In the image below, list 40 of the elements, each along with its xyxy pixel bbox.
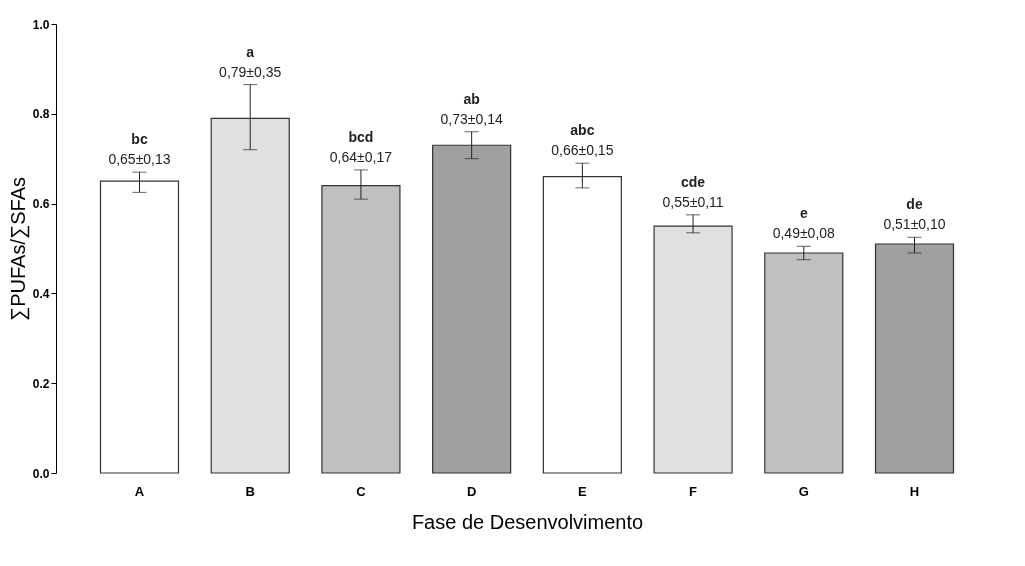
y-tick-label: 0.6 xyxy=(32,197,50,212)
data-label: 0,51±0,10 xyxy=(883,216,946,233)
annotation: bcd xyxy=(348,128,374,145)
annotation: bc xyxy=(131,131,148,148)
y-axis-title: ∑PUFAs/∑SFAs xyxy=(6,176,30,322)
x-tick-label: F xyxy=(689,483,698,499)
bar xyxy=(99,180,180,474)
annotation: e xyxy=(799,205,808,222)
y-tick-label: 0.0 xyxy=(32,466,50,481)
y-tick-label: 0.2 xyxy=(32,376,50,391)
x-tick-label: E xyxy=(578,483,588,499)
x-tick-label: C xyxy=(356,483,367,499)
bar xyxy=(653,225,733,474)
annotation: de xyxy=(906,196,923,213)
annotation: abc xyxy=(570,122,595,139)
data-label: 0,65±0,13 xyxy=(108,151,171,168)
annotation: cde xyxy=(681,173,706,190)
data-label: 0,64±0,17 xyxy=(329,148,393,165)
data-label: 0,79±0,35 xyxy=(219,63,282,80)
bar xyxy=(542,176,622,474)
x-tick-label: A xyxy=(134,483,145,499)
y-tick-label: 0.4 xyxy=(32,286,50,301)
x-tick-label: H xyxy=(909,483,920,499)
bar xyxy=(432,144,512,474)
data-label: 0,73±0,14 xyxy=(440,110,503,127)
x-axis-title: Fase de Desenvolvimento xyxy=(411,510,644,533)
annotation: ab xyxy=(463,90,480,107)
annotation: a xyxy=(246,43,255,60)
bar xyxy=(874,243,955,474)
x-tick-label: G xyxy=(798,483,809,499)
bar xyxy=(210,117,290,474)
x-tick-label: B xyxy=(245,483,255,499)
y-tick-label: 0.8 xyxy=(32,107,50,122)
data-label: 0,66±0,15 xyxy=(551,142,614,159)
bar xyxy=(764,252,844,474)
x-tick-label: D xyxy=(466,483,477,499)
data-label: 0,49±0,08 xyxy=(772,225,836,242)
bar xyxy=(321,185,401,474)
y-tick-label: 1.0 xyxy=(32,17,50,32)
data-label: 0,55±0,11 xyxy=(662,193,724,210)
